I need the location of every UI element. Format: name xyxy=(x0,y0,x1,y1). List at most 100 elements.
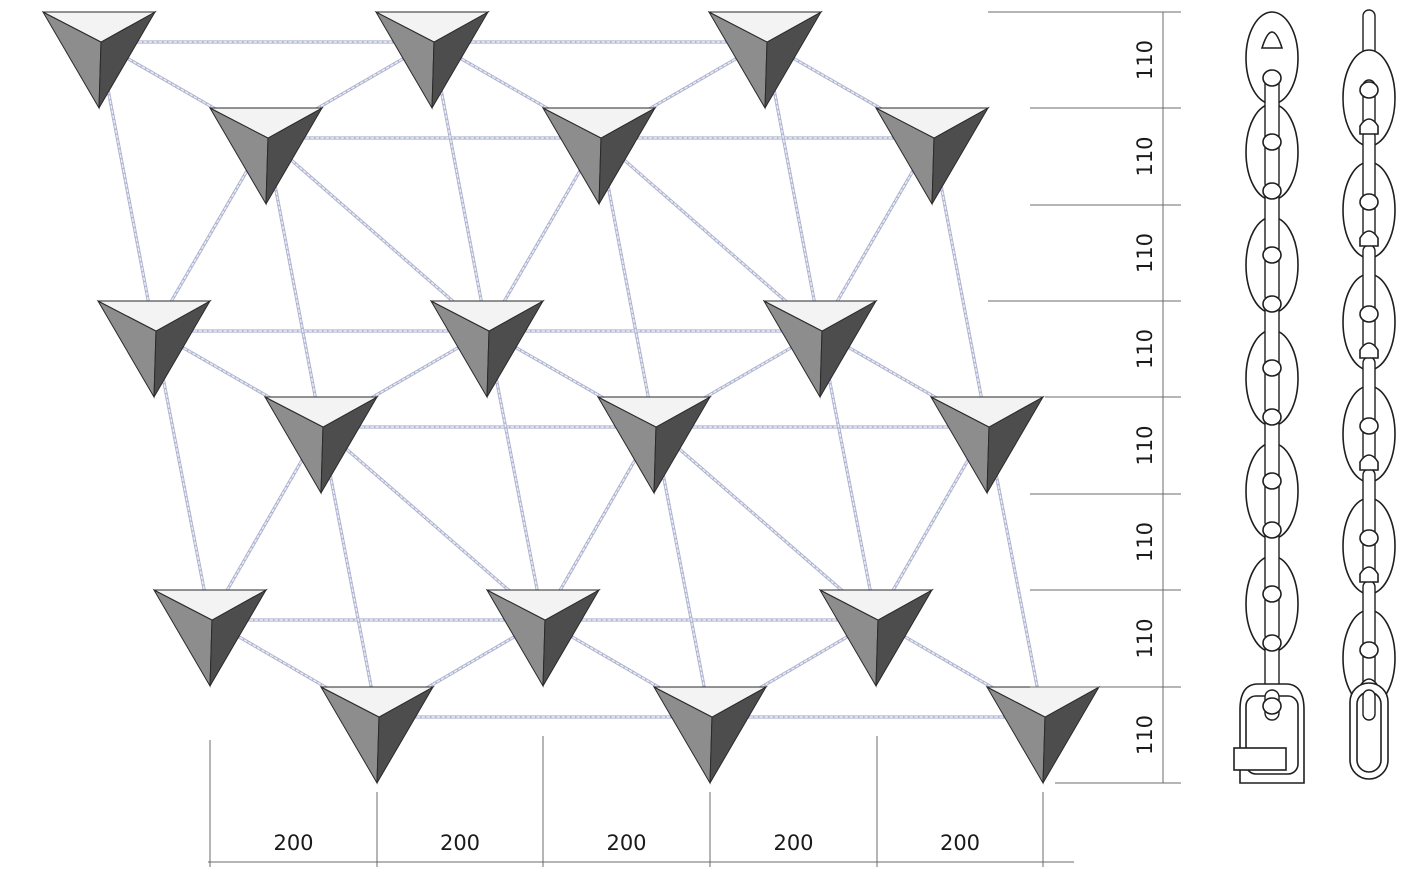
eyelet-icon xyxy=(1359,641,1379,659)
horizontal-dimension-label: 200 xyxy=(273,831,313,855)
chain-bar xyxy=(1264,71,1280,191)
end-link-chain xyxy=(1342,9,1396,780)
eyelet-icon xyxy=(1262,295,1282,313)
block-top-face xyxy=(153,589,268,621)
vertical-dimension-label: 110 xyxy=(1133,618,1157,658)
chain-bar xyxy=(1362,580,1376,694)
link-stud-icon xyxy=(1359,342,1379,359)
chain-detail xyxy=(1233,9,1396,784)
triangular-pyramid-block-icon xyxy=(985,685,1101,785)
chain-link-highlight xyxy=(486,330,544,621)
horizontal-dimension-label: 200 xyxy=(773,831,813,855)
triangular-pyramid-block-icon xyxy=(874,106,990,206)
chain-bar xyxy=(1362,468,1376,582)
shackle-pin-icon xyxy=(1233,747,1287,771)
block-top-face xyxy=(653,686,768,718)
triangular-pyramid-block-icon xyxy=(429,299,545,399)
chain-link-highlight xyxy=(153,330,211,621)
link-stud-icon xyxy=(1359,454,1379,471)
triangular-pyramid-block-icon xyxy=(762,299,878,399)
shackle-chain xyxy=(1233,11,1305,784)
block-top-face xyxy=(42,11,157,43)
horizontal-dimension-label: 200 xyxy=(940,831,980,855)
block-top-face xyxy=(597,396,712,428)
eyelet-icon xyxy=(1262,472,1282,490)
block-top-face xyxy=(542,107,657,139)
triangular-pyramid-block-icon xyxy=(485,588,601,688)
chain-link-highlight xyxy=(598,137,821,332)
eyelet-icon xyxy=(1359,193,1379,211)
triangular-pyramid-block-icon xyxy=(41,10,157,110)
vertical-dimension-label: 110 xyxy=(1133,329,1157,369)
triangular-pyramid-block-icon xyxy=(96,299,212,399)
block-top-face xyxy=(930,396,1045,428)
block-top-face xyxy=(375,11,490,43)
chain-link-highlight xyxy=(598,137,655,428)
vertical-dimension-label: 110 xyxy=(1133,136,1157,176)
vertical-dimension-label: 110 xyxy=(1133,425,1157,465)
eyelet-icon xyxy=(1262,359,1282,377)
triangular-pyramid-block-icon xyxy=(929,395,1045,495)
triangular-pyramid-block-icon xyxy=(818,588,934,688)
block-top-face xyxy=(264,396,379,428)
vertical-dimension-label: 110 xyxy=(1133,715,1157,755)
triangular-pyramid-block-icon xyxy=(541,106,657,206)
triangular-pyramid-block-icon xyxy=(596,395,712,495)
chain-link-highlight xyxy=(320,426,378,718)
chain-bar xyxy=(1264,184,1280,304)
triangular-pyramid-block-icon xyxy=(652,685,768,785)
chain-link-highlight xyxy=(320,426,544,621)
block-top-face xyxy=(819,589,934,621)
vertical-dimension-label: 110 xyxy=(1133,40,1157,80)
triangular-pyramid-block-icon xyxy=(208,106,324,206)
chain-bar xyxy=(1362,356,1376,470)
triangular-pyramid-block-icon xyxy=(152,588,268,688)
triangular-pyramid-block-icon xyxy=(707,10,823,110)
horizontal-dimension-label: 200 xyxy=(606,831,646,855)
chain-bar xyxy=(1264,523,1280,643)
eyelet-icon xyxy=(1359,529,1379,547)
link-slot-icon xyxy=(1260,31,1284,49)
eyelet-icon xyxy=(1262,521,1282,539)
block-top-face xyxy=(486,589,601,621)
eyelet-icon xyxy=(1262,697,1282,715)
block-top-face xyxy=(320,686,435,718)
chain-link-highlight xyxy=(931,137,988,428)
horizontal-dimension-label: 200 xyxy=(440,831,480,855)
vertical-dimension-label: 110 xyxy=(1133,233,1157,273)
eyelet-icon xyxy=(1262,408,1282,426)
eyelet-icon xyxy=(1262,133,1282,151)
block-grid xyxy=(41,10,1101,785)
eyelet-icon xyxy=(1262,182,1282,200)
block-top-face xyxy=(763,300,878,332)
link-stud-icon xyxy=(1359,118,1379,135)
eyelet-icon xyxy=(1262,634,1282,652)
dimension-annotations: 200 200 200 200 200 110 110 110 110 110 110 110 110 xyxy=(208,11,1181,867)
chain-bar xyxy=(1362,129,1376,246)
eyelet-icon xyxy=(1359,81,1379,99)
eyelet-icon xyxy=(1262,69,1282,87)
chain-bar xyxy=(1362,689,1376,721)
block-top-face xyxy=(97,300,212,332)
chain-link-highlight xyxy=(764,41,821,332)
link-stud-icon xyxy=(1359,566,1379,583)
chain-bar xyxy=(1264,410,1280,530)
triangular-pyramid-block-icon xyxy=(263,395,379,495)
chain-link-highlight xyxy=(265,137,322,428)
chain-bar xyxy=(1362,244,1376,358)
link-stud-icon xyxy=(1359,230,1379,247)
eyelet-icon xyxy=(1359,305,1379,323)
block-top-face xyxy=(708,11,823,43)
vertical-dimension-label: 110 xyxy=(1133,522,1157,562)
block-top-face xyxy=(209,107,324,139)
chain-link-highlight xyxy=(986,426,1044,718)
triangular-pyramid-block-icon xyxy=(374,10,490,110)
eyelet-icon xyxy=(1262,246,1282,264)
chain-bar xyxy=(1264,297,1280,417)
chain-link-highlight xyxy=(265,137,488,332)
chain-link-highlight xyxy=(653,426,877,621)
eyelet-icon xyxy=(1359,417,1379,435)
chain-link-highlight xyxy=(819,330,877,621)
